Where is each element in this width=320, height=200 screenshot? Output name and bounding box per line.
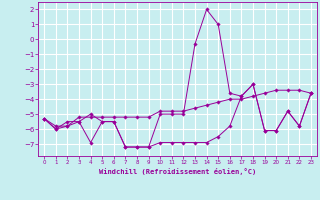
X-axis label: Windchill (Refroidissement éolien,°C): Windchill (Refroidissement éolien,°C)	[99, 168, 256, 175]
